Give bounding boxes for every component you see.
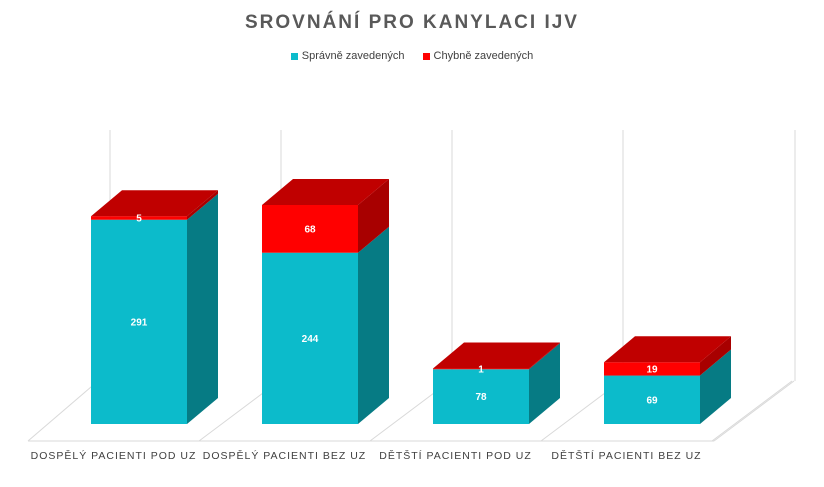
legend: Správně zavedených Chybně zavedených	[0, 50, 824, 62]
legend-label-incorrect: Chybně zavedených	[433, 50, 534, 62]
data-label-3-0: 69	[646, 395, 658, 406]
chart-title: SROVNÁNÍ PRO KANYLACI IJV	[245, 12, 579, 33]
data-label-2-1: 1	[478, 364, 484, 375]
bar-2-series-1-top	[433, 342, 560, 369]
data-label-0-1: 5	[136, 213, 142, 224]
bar-2-series-1-side	[529, 342, 560, 370]
bar-1-series-1-front	[262, 204, 358, 253]
bar-0-series-1-side	[187, 190, 218, 220]
bar-0-series-0-front	[91, 219, 187, 424]
legend-swatch-incorrect	[422, 52, 430, 60]
bar-0-series-0-side	[187, 193, 218, 424]
data-label-3-1: 19	[646, 364, 658, 375]
bar-1-series-1-top	[262, 178, 389, 205]
floor-divider-4	[711, 380, 793, 442]
category-label-2: DĚTŠTÍ PACIENTI POD UZ	[379, 449, 531, 462]
bar-3-series-0-side	[700, 349, 731, 424]
category-label-1: DOSPĚLÝ PACIENTI BEZ UZ	[203, 449, 366, 462]
data-label-1-0: 244	[302, 334, 319, 345]
data-label-1-1: 68	[304, 224, 316, 235]
data-label-0-0: 291	[131, 317, 148, 328]
bar-3-series-0-front	[604, 375, 700, 424]
bar-0-series-1-front	[91, 216, 187, 220]
bar-3-series-1-top	[604, 336, 731, 363]
legend-item-correct[interactable]: Správně zavedených	[290, 50, 405, 62]
category-label-3: DĚTŠTÍ PACIENTI BEZ UZ	[551, 449, 701, 462]
bar-1-series-0-side	[358, 226, 389, 424]
floor-left-edge	[27, 380, 99, 442]
legend-label-correct: Správně zavedených	[301, 50, 405, 62]
bar-2-series-1-front	[433, 368, 529, 370]
bar-3-series-1-front	[604, 362, 700, 376]
bar-2-series-0-front	[433, 369, 529, 424]
bar-1-series-0-front	[262, 252, 358, 424]
bar-2-series-0-side	[529, 343, 560, 424]
legend-item-incorrect[interactable]: Chybně zavedených	[422, 50, 534, 62]
category-label-0: DOSPĚLÝ PACIENTI POD UZ	[31, 449, 197, 462]
floor-right-edge	[713, 380, 795, 442]
bar-0-series-1-top	[91, 190, 218, 217]
data-label-2-0: 78	[475, 392, 487, 403]
bar-3-series-1-side	[700, 336, 731, 376]
bar-1-series-1-side	[358, 178, 389, 253]
legend-swatch-correct	[290, 52, 298, 60]
